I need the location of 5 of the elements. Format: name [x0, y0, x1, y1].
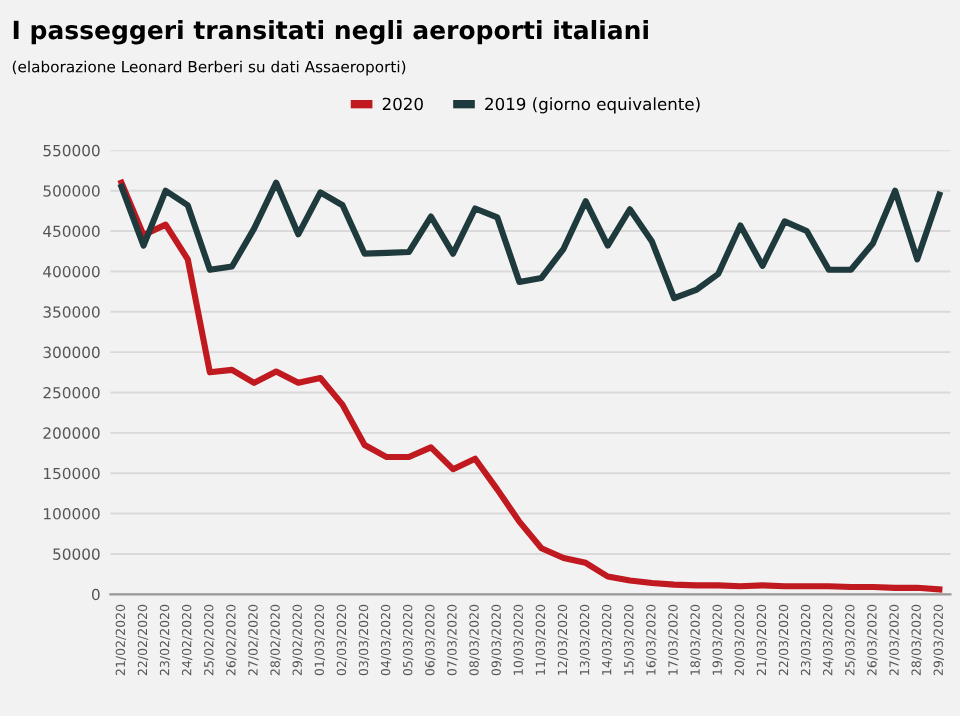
chart-title: I passeggeri transitati negli aeroporti italiani [13, 20, 648, 45]
line-series [118, 179, 943, 593]
line-series [118, 179, 943, 302]
legend-label: 2019 (giorno equivalente) [485, 97, 700, 114]
legend-label: 2020 [382, 97, 423, 111]
